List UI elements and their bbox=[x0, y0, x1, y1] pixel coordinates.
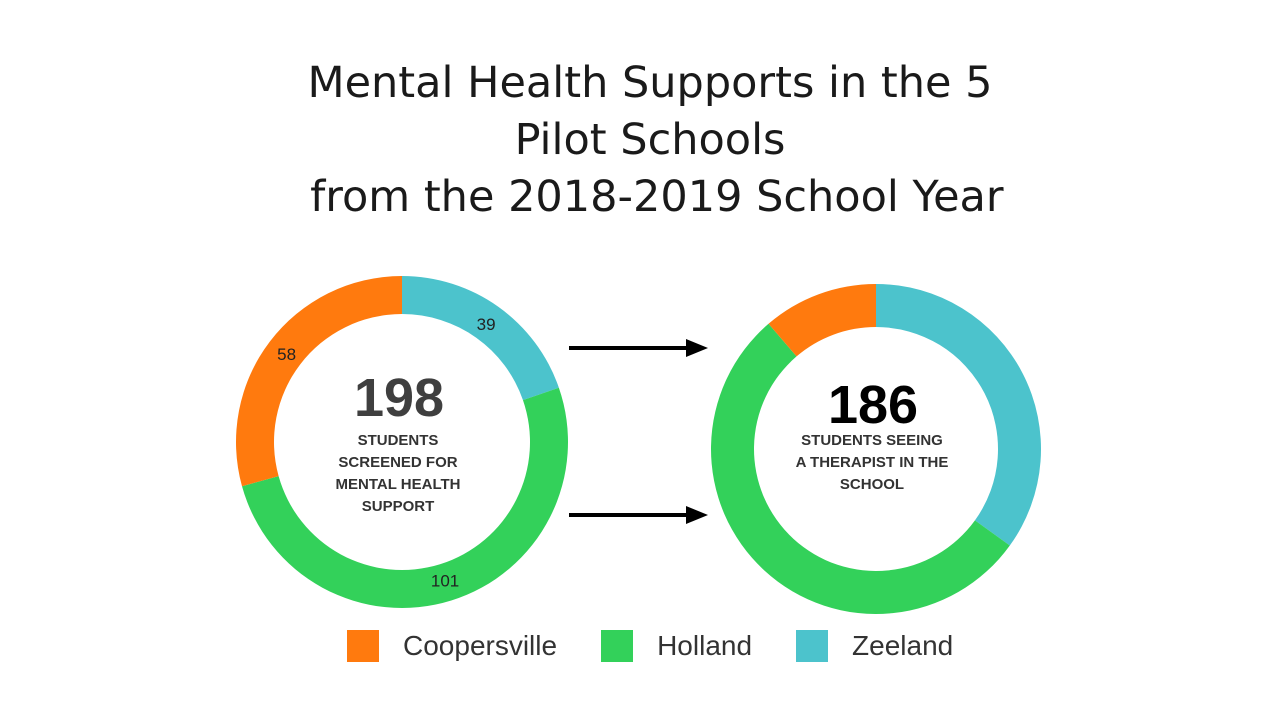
donut1-center-label-line-1: STUDENTS bbox=[358, 432, 439, 449]
arrow-2-head bbox=[686, 506, 708, 524]
donut1-data-label-holland: 101 bbox=[431, 571, 459, 590]
donut2-center-value: 186 bbox=[828, 375, 918, 435]
legend-item-zeeland: Zeeland bbox=[796, 630, 953, 662]
donut2-slice-holland bbox=[711, 323, 1010, 614]
legend-swatch-holland bbox=[601, 630, 634, 662]
title-line-1: Mental Health Supports in the 5 bbox=[307, 58, 993, 108]
legend-label-coopersville: Coopersville bbox=[403, 630, 558, 661]
donut2-slice-zeeland bbox=[876, 284, 1041, 546]
legend-label-zeeland: Zeeland bbox=[852, 630, 954, 661]
arrow-1-head bbox=[686, 339, 708, 357]
donut1-slice-coopersville bbox=[236, 276, 402, 487]
donut2-slice-coopersville bbox=[768, 284, 876, 357]
donut1-slice-holland bbox=[242, 387, 569, 609]
legend-swatch-coopersville bbox=[347, 630, 379, 662]
donut1-data-label-zeeland: 39 bbox=[477, 315, 496, 334]
donut2-center-label-line-3: SCHOOL bbox=[840, 476, 904, 493]
legend: Coopersville Holland Zeeland bbox=[347, 626, 997, 666]
title-line-3: from the 2018-2019 School Year bbox=[296, 172, 1004, 222]
legend-label-holland: Holland bbox=[657, 630, 753, 661]
donut1-center-label-line-4: SUPPORT bbox=[362, 498, 435, 515]
donut1-slice-zeeland bbox=[402, 276, 559, 401]
donut2-center-label-line-2: A THERAPIST IN THE bbox=[796, 454, 949, 471]
legend-item-coopersville: Coopersville bbox=[347, 630, 557, 662]
donut1-data-label-coopersville: 58 bbox=[277, 345, 296, 364]
donut1-center-value: 198 bbox=[354, 368, 444, 428]
chart-title: Mental Health Supports in the 5 Pilot Sc… bbox=[190, 55, 1110, 226]
donut1-center-label-line-2: SCREENED FOR bbox=[338, 454, 457, 471]
title-line-2: Pilot Schools bbox=[514, 115, 786, 165]
donut2-center-label-line-1: STUDENTS SEEING bbox=[801, 432, 943, 449]
donut1-center-label-line-3: MENTAL HEALTH bbox=[336, 476, 461, 493]
legend-item-holland: Holland bbox=[601, 630, 752, 662]
legend-swatch-zeeland bbox=[796, 630, 829, 662]
